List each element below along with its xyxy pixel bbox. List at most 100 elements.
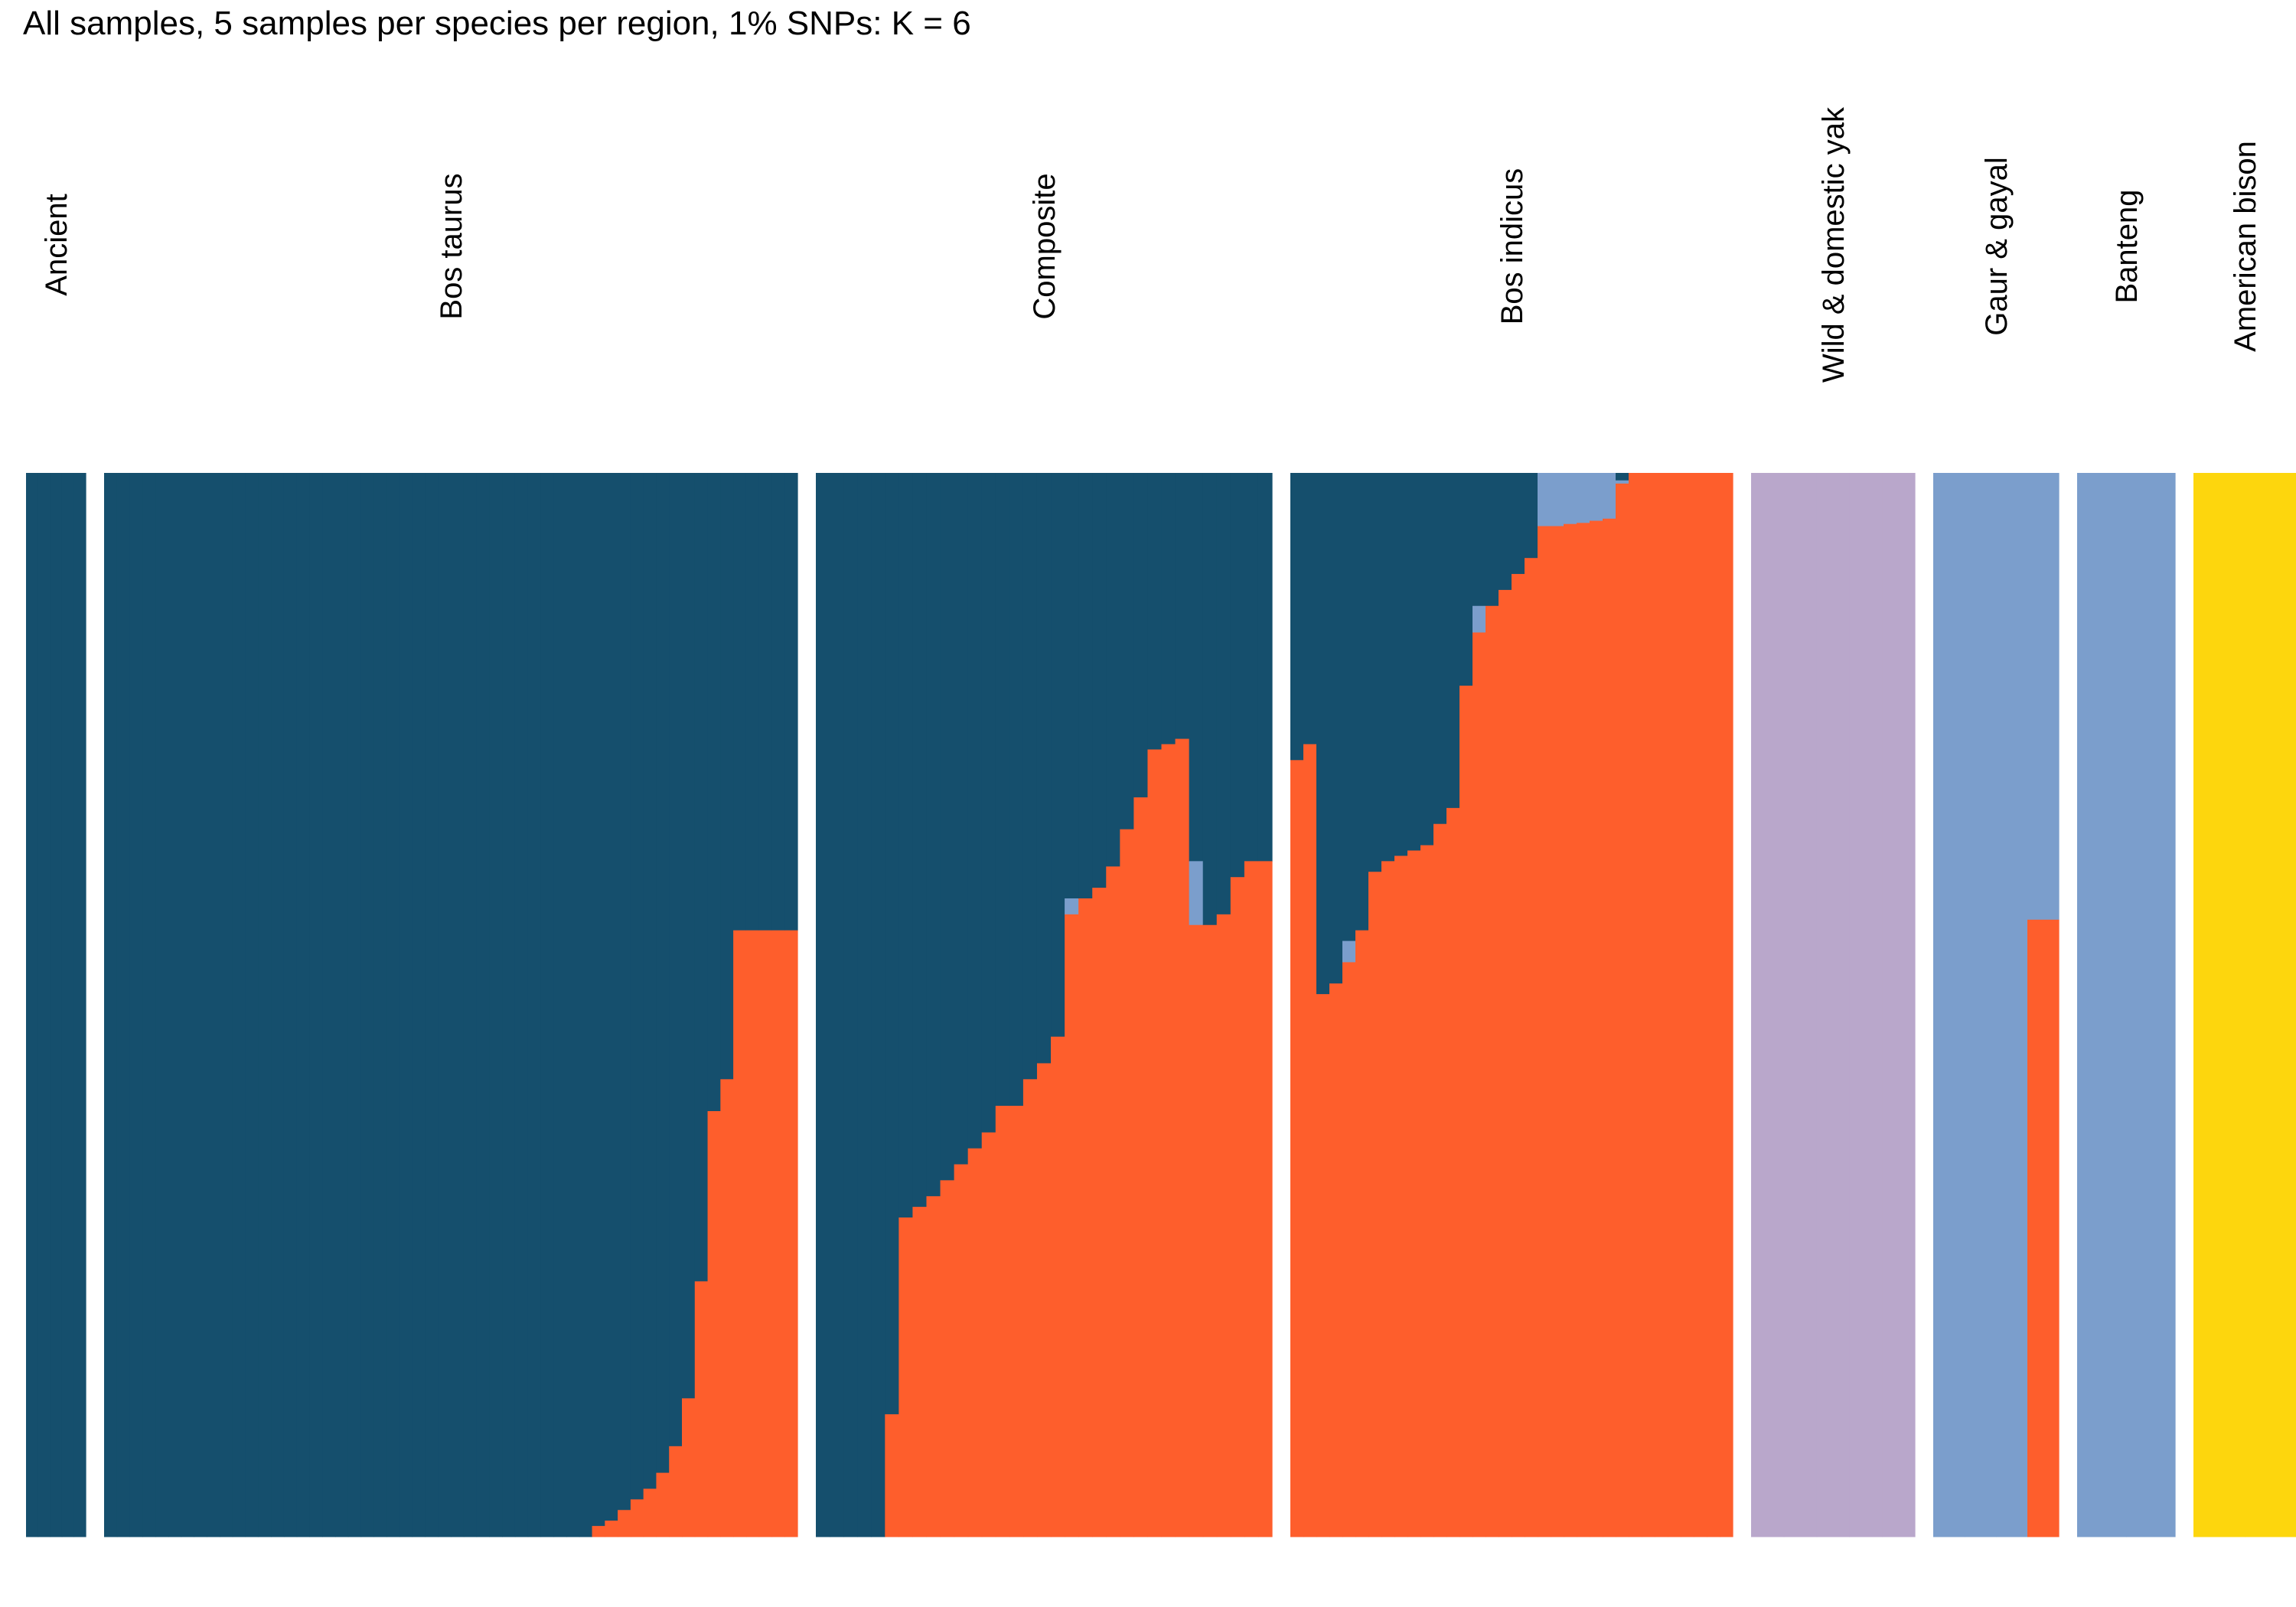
bar-segment-indicine [1603,518,1616,1537]
bar-segment-gaur_banteng [1590,473,1603,522]
bar-segment-taurine [981,473,996,1133]
bar-segment-indicine [926,1196,941,1537]
group-label: Ancient [40,194,73,295]
bar-segment-yak [1783,473,1818,1537]
bar-segment-gaur_banteng [1342,940,1356,963]
bar-segment-taurine [322,473,336,1537]
bar-segment-gaur_banteng [1551,473,1564,527]
bar-segment-taurine [1420,473,1434,846]
bar-segment-taurine [73,473,86,1537]
bar-segment-taurine [1065,473,1079,899]
bar-segment-taurine [1120,473,1134,830]
bar-segment-taurine [1486,473,1499,607]
bar-segment-taurine [579,473,593,1537]
bar-segment-taurine [271,473,285,1537]
bar-segment-taurine [566,473,580,1537]
bar-segment-indicine [1681,473,1694,1537]
bar-segment-taurine [309,473,323,1537]
bar-segment-taurine [1175,473,1190,740]
bar-segment-taurine [1303,473,1317,745]
bar-segment-indicine [733,930,747,1537]
bar-segment-taurine [1216,473,1231,915]
bar-segment-indicine [1407,850,1421,1537]
bar-segment-taurine [1525,473,1538,559]
bar-segment-taurine [1355,473,1369,931]
bar-segment-taurine [1189,473,1204,862]
bar-segment-taurine [592,473,605,1527]
bar-segment-taurine [463,473,478,1537]
group-label: Composite [1028,173,1062,319]
bar-segment-gaur_banteng [1577,473,1590,523]
bar-segment-indicine [745,930,760,1537]
bar-segment-gaur_banteng [1616,480,1629,484]
bar-segment-indicine [899,1217,914,1537]
bar-segment-indicine [1133,797,1149,1537]
group-label: Bos indicus [1495,168,1529,325]
group-label: American bison [2229,141,2262,352]
group-american-bison [2193,473,2296,1537]
bar-segment-taurine [605,473,618,1521]
bar-segment-taurine [940,473,955,1181]
bar-segment-taurine [899,473,914,1218]
bar-segment-taurine [1257,473,1273,862]
bar-segment-taurine [1499,473,1512,591]
bar-segment-taurine [1009,473,1024,1107]
bar-segment-taurine [1342,473,1356,942]
bar-segment-taurine [129,473,143,1537]
bar-segment-taurine [104,473,118,1537]
bar-segment-indicine [669,1446,683,1537]
bar-segment-indicine [1161,744,1176,1537]
bar-segment-gaur_banteng [1965,473,1997,1537]
bar-segment-indicine [1486,605,1499,1537]
bar-segment-taurine [707,473,721,1112]
bar-segment-indicine [1216,914,1231,1537]
bar-segment-taurine [694,473,709,1282]
bar-segment-indicine [1202,924,1218,1537]
bar-segment-indicine [1538,526,1551,1537]
bar-segment-indicine [1420,845,1434,1537]
bar-segment-taurine [347,473,362,1537]
bar-segment-taurine [527,473,542,1537]
bar-segment-indicine [618,1510,631,1537]
bar-segment-indicine [1257,861,1273,1537]
bar-segment-taurine [1106,473,1120,867]
group-label: Bos taurus [435,173,468,319]
bar-segment-indicine [1720,473,1733,1537]
bar-segment-taurine [995,473,1010,1107]
bar-segment-taurine [1051,473,1065,1038]
bar-segment-taurine [61,473,74,1537]
bar-segment-indicine [1230,877,1245,1537]
bar-segment-indicine [1525,558,1538,1537]
bar-segment-taurine [142,473,156,1537]
bar-segment-yak [1882,473,1916,1537]
bar-segment-taurine [1407,473,1421,852]
bar-segment-taurine [630,473,644,1500]
bar-segment-indicine [1433,823,1447,1537]
bar-segment-indicine [1394,856,1408,1537]
bar-segment-indicine [1446,807,1460,1537]
bar-segment-taurine [514,473,529,1537]
bar-segment-gaur_banteng [2027,473,2060,921]
bar-segment-taurine [912,473,928,1208]
bar-segment-yak [1816,473,1850,1537]
group-wild-domestic-yak [1751,473,1916,1537]
group-gaur-gayal [1933,473,2060,1537]
bar-segment-indicine [1577,523,1590,1537]
bar-segment-taurine [438,473,452,1537]
bar-segment-indicine [1078,898,1093,1537]
bar-segment-taurine [967,473,983,1149]
bar-segment-taurine [857,473,872,1537]
bar-segment-taurine [155,473,169,1537]
bar-segment-gaur_banteng [1603,473,1616,520]
bar-segment-taurine [784,473,798,931]
group-label: Banteng [2110,189,2144,303]
bar-segment-taurine [194,473,207,1537]
bar-segment-indicine [1629,473,1642,1537]
bar-segment-indicine [1551,526,1564,1537]
bar-segment-gaur_banteng [2077,473,2127,1537]
bar-segment-indicine [1655,473,1668,1537]
bar-segment-indicine [1459,686,1473,1537]
bar-segment-taurine [1078,473,1093,899]
bar-segment-indicine [1051,1036,1065,1537]
bar-segment-taurine [1616,473,1629,481]
